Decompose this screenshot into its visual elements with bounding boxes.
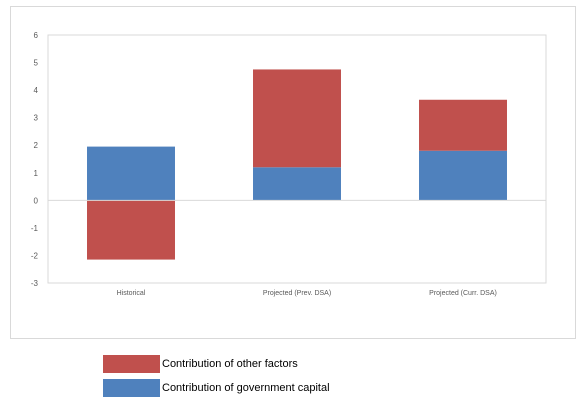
- legend-label-other-factors: Contribution of other factors: [162, 358, 298, 370]
- x-tick-label: Projected (Curr. DSA): [429, 290, 497, 297]
- x-tick-label: Projected (Prev. DSA): [263, 290, 331, 297]
- y-tick-label: 2: [34, 141, 39, 150]
- legend-swatch-government-capital: [103, 379, 160, 397]
- bar-contribution-of-other-factors: [87, 200, 175, 260]
- legend-item-other-factors: Contribution of other factors: [103, 354, 330, 374]
- y-tick-label: 3: [34, 114, 39, 123]
- bar-contribution-of-other-factors: [419, 99, 507, 151]
- legend-label-government-capital: Contribution of government capital: [162, 382, 330, 394]
- bar-contribution-of-government-capital: [253, 167, 341, 201]
- legend-swatch-other-factors: [103, 355, 160, 373]
- y-tick-label: 6: [34, 31, 39, 40]
- y-tick-label: -1: [31, 224, 39, 233]
- bar-contribution-of-other-factors: [253, 69, 341, 168]
- plot-area: [47, 34, 547, 284]
- y-tick-label: -2: [31, 251, 39, 260]
- y-tick-label: 4: [34, 86, 39, 95]
- legend: Contribution of other factors Contributi…: [103, 354, 330, 402]
- y-tick-label: -3: [31, 279, 39, 288]
- y-tick-label: 0: [34, 196, 39, 205]
- y-tick-label: 1: [34, 169, 39, 178]
- legend-item-government-capital: Contribution of government capital: [103, 378, 330, 398]
- y-tick-label: 5: [34, 59, 39, 68]
- y-axis-ticks: -3 -2 -1 0 1 2 3 4 5 6: [31, 31, 39, 288]
- bar-contribution-of-government-capital: [87, 146, 175, 201]
- bar-chart: -3 -2 -1 0 1 2 3 4 5 6 Historical Projected (Prev.…: [31, 31, 547, 297]
- x-axis-labels: Historical Projected (Prev. DSA) Projected…: [117, 290, 497, 297]
- x-tick-label: Historical: [117, 290, 146, 297]
- bar-marks: [87, 69, 507, 260]
- chart-frame: [10, 6, 576, 339]
- bar-contribution-of-government-capital: [419, 150, 507, 201]
